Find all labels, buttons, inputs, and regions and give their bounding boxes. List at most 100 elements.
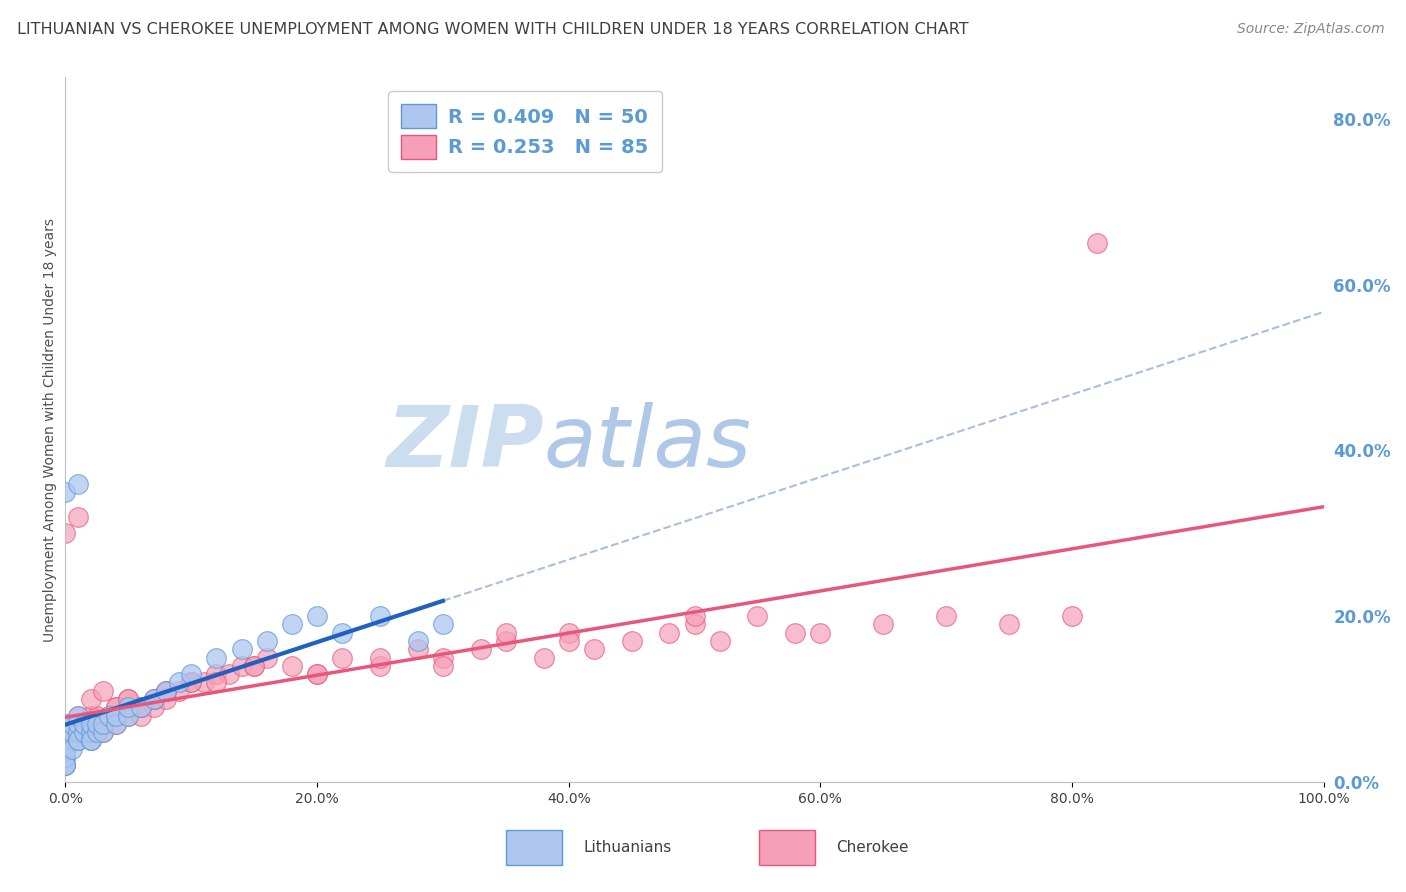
Point (55, 750, 77, 764)
Point (79, 717, 101, 731)
Point (60, 717, 83, 731)
Point (432, 617, 454, 632)
Point (432, 650, 454, 665)
Text: atlas: atlas (544, 402, 752, 485)
Point (205, 675, 228, 690)
Point (55, 750, 77, 764)
Point (79, 708, 101, 723)
Point (67, 733, 90, 747)
Point (67, 476, 90, 491)
Point (243, 659, 266, 673)
Point (155, 683, 177, 698)
Point (368, 659, 391, 673)
Point (55, 750, 77, 764)
Point (55, 741, 77, 756)
Point (60, 741, 83, 756)
Point (747, 609, 769, 624)
Point (180, 675, 202, 690)
Point (73, 725, 96, 739)
Point (91, 725, 114, 739)
Point (55, 717, 77, 731)
Point (55, 733, 77, 747)
Point (167, 675, 190, 690)
Point (60, 725, 83, 739)
Point (709, 634, 731, 648)
Point (406, 642, 429, 657)
Point (55, 758, 77, 772)
Point (117, 708, 139, 723)
Point (117, 692, 139, 706)
Point (117, 692, 139, 706)
Point (785, 625, 807, 640)
Point (193, 675, 215, 690)
Point (86, 725, 108, 739)
Point (73, 717, 96, 731)
Point (79, 733, 101, 747)
Point (558, 634, 581, 648)
Point (73, 725, 96, 739)
Point (55, 725, 77, 739)
Point (104, 708, 127, 723)
Point (495, 634, 517, 648)
Point (558, 625, 581, 640)
Point (67, 717, 90, 731)
Point (79, 733, 101, 747)
Point (55, 725, 77, 739)
Point (307, 667, 329, 681)
Point (872, 617, 894, 632)
Text: Lithuanians: Lithuanians (583, 840, 672, 855)
Point (67, 708, 90, 723)
Point (683, 609, 706, 624)
Point (155, 692, 177, 706)
Point (55, 750, 77, 764)
Point (104, 700, 127, 714)
Point (55, 733, 77, 747)
Point (658, 625, 681, 640)
Point (129, 700, 152, 714)
Point (55, 758, 77, 772)
Point (79, 725, 101, 739)
Point (406, 634, 429, 648)
Point (60, 733, 83, 747)
Point (55, 733, 77, 747)
Point (117, 700, 139, 714)
Point (142, 692, 165, 706)
Point (167, 683, 190, 698)
Point (55, 484, 77, 499)
Point (330, 625, 353, 640)
Point (129, 708, 152, 723)
Point (55, 733, 77, 747)
Point (620, 634, 643, 648)
Point (998, 617, 1021, 632)
Point (67, 725, 90, 739)
Point (231, 659, 253, 673)
Point (205, 667, 228, 681)
Point (129, 700, 152, 714)
Text: LITHUANIAN VS CHEROKEE UNEMPLOYMENT AMONG WOMEN WITH CHILDREN UNDER 18 YEARS COR: LITHUANIAN VS CHEROKEE UNEMPLOYMENT AMON… (17, 22, 969, 37)
Point (205, 650, 228, 665)
Point (55, 725, 77, 739)
Point (368, 609, 391, 624)
Point (67, 733, 90, 747)
Point (256, 634, 278, 648)
Point (582, 642, 605, 657)
Point (256, 650, 278, 665)
Point (98, 708, 121, 723)
Point (243, 659, 266, 673)
Point (307, 609, 329, 624)
Point (432, 659, 454, 673)
Point (281, 659, 304, 673)
Point (55, 741, 77, 756)
Point (91, 683, 114, 698)
Point (55, 741, 77, 756)
Point (142, 700, 165, 714)
Point (86, 717, 108, 731)
Point (470, 642, 492, 657)
Point (104, 717, 127, 731)
Point (683, 617, 706, 632)
Point (1060, 609, 1083, 624)
Point (495, 625, 517, 640)
Point (142, 692, 165, 706)
Point (533, 650, 555, 665)
Point (180, 667, 202, 681)
